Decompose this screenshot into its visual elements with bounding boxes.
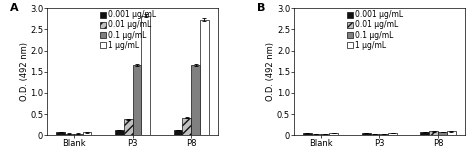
Bar bbox=[379, 134, 388, 135]
Bar bbox=[420, 132, 429, 135]
Bar bbox=[74, 134, 82, 135]
Bar bbox=[115, 130, 124, 135]
Bar bbox=[371, 134, 379, 135]
Bar bbox=[141, 16, 150, 135]
Bar bbox=[329, 133, 338, 135]
Bar bbox=[429, 132, 438, 135]
Legend: 0.001 μg/mL, 0.01 μg/mL, 0.1 μg/mL, 1 μg/mL: 0.001 μg/mL, 0.01 μg/mL, 0.1 μg/mL, 1 μg… bbox=[346, 10, 404, 50]
Legend: 0.001 μg/mL, 0.01 μg/mL, 0.1 μg/mL, 1 μg/mL: 0.001 μg/mL, 0.01 μg/mL, 0.1 μg/mL, 1 μg… bbox=[99, 10, 157, 50]
Bar bbox=[124, 119, 133, 135]
Bar bbox=[362, 133, 371, 135]
Text: B: B bbox=[257, 3, 265, 13]
Bar bbox=[388, 133, 397, 135]
Bar bbox=[321, 134, 329, 135]
Bar bbox=[191, 65, 200, 135]
Bar bbox=[173, 130, 182, 135]
Text: A: A bbox=[10, 3, 18, 13]
Bar bbox=[303, 133, 312, 135]
Bar bbox=[65, 134, 74, 135]
Bar bbox=[182, 117, 191, 135]
Bar bbox=[447, 132, 456, 135]
Bar bbox=[200, 20, 209, 135]
Bar bbox=[438, 132, 447, 135]
Bar bbox=[82, 132, 91, 135]
Bar bbox=[56, 132, 65, 135]
Y-axis label: O.D. (492 nm): O.D. (492 nm) bbox=[19, 42, 28, 101]
Y-axis label: O.D. (492 nm): O.D. (492 nm) bbox=[266, 42, 275, 101]
Bar bbox=[312, 134, 321, 135]
Bar bbox=[133, 65, 141, 135]
